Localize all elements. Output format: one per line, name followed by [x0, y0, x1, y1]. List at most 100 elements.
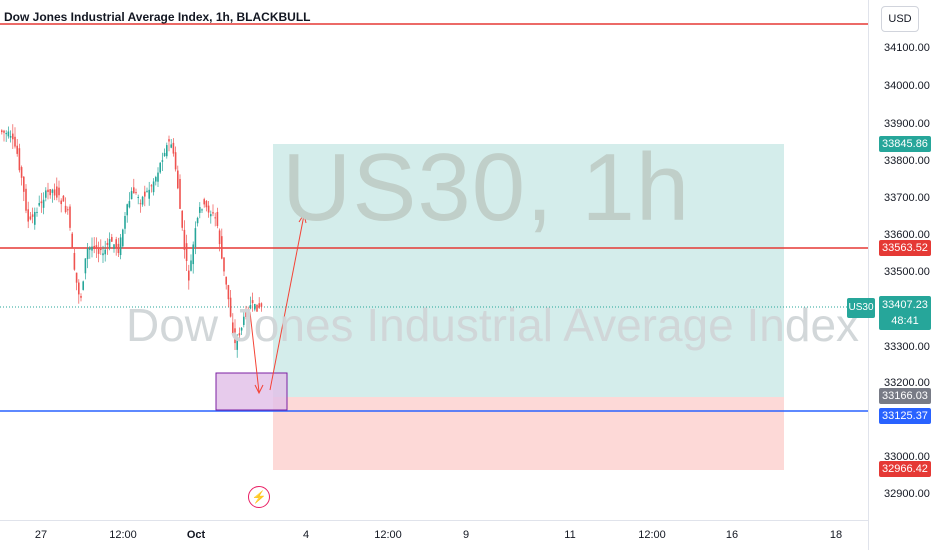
- candle-body: [243, 316, 245, 325]
- candle-body: [225, 276, 227, 285]
- price-chart[interactable]: [0, 0, 868, 520]
- currency-button[interactable]: USD: [881, 6, 919, 32]
- candle-body: [201, 209, 203, 211]
- candle-body: [179, 179, 181, 209]
- candle-body: [229, 297, 232, 317]
- candle-body: [42, 199, 45, 208]
- candle-body: [53, 189, 56, 196]
- candle-body: [258, 303, 260, 308]
- candle-body: [3, 130, 5, 133]
- watermark-symbol: US30, 1h: [282, 134, 691, 241]
- chart-pane[interactable]: US30, 1h Dow Jones Industrial Average In…: [0, 0, 868, 520]
- candle-body: [124, 216, 126, 229]
- candle-body: [9, 136, 12, 138]
- time-label: 12:00: [374, 529, 402, 541]
- price-tick: 34000.00: [884, 80, 930, 92]
- candle-body: [100, 249, 102, 251]
- candle-body: [172, 142, 175, 154]
- candle-body: [249, 305, 252, 309]
- candle-body: [56, 186, 58, 198]
- candle-body: [49, 189, 51, 196]
- chart-title: Dow Jones Industrial Average Index, 1h, …: [4, 10, 311, 24]
- candle-body: [82, 281, 84, 290]
- candle-body: [73, 252, 76, 270]
- candle-body: [168, 139, 170, 142]
- target-price-tag: 33845.86: [879, 136, 931, 152]
- demand-zone-box[interactable]: [215, 372, 288, 411]
- candle-body: [108, 239, 111, 249]
- candle-body: [185, 243, 188, 262]
- candle-body: [67, 209, 69, 211]
- candle-body: [150, 185, 153, 187]
- candle-body: [12, 133, 14, 140]
- candle-body: [188, 270, 190, 281]
- candle-body: [7, 131, 10, 137]
- candle-body: [23, 176, 25, 192]
- long-position-profit-zone[interactable]: [273, 144, 784, 397]
- price-tick: 32900.00: [884, 488, 930, 500]
- time-label: 16: [725, 529, 739, 541]
- candle-body: [78, 282, 80, 295]
- price-tick: 33900.00: [884, 118, 930, 130]
- candle-body: [51, 189, 54, 193]
- candle-body: [214, 217, 216, 219]
- candle-body: [95, 245, 98, 249]
- candle-body: [45, 190, 47, 198]
- bar-countdown: 48:41: [891, 315, 919, 327]
- candle-body: [89, 247, 91, 250]
- arrow-down-line[interactable]: [249, 311, 260, 393]
- candle-body: [119, 237, 122, 256]
- candle-body: [238, 333, 241, 336]
- candle-body: [135, 192, 137, 194]
- arrow-up-line[interactable]: [269, 214, 305, 391]
- candle-body: [170, 144, 172, 148]
- stop-price-tag: 32966.42: [879, 461, 931, 477]
- candle-body: [144, 191, 146, 197]
- price-tick: 33500.00: [884, 266, 930, 278]
- candle-body: [14, 136, 16, 147]
- candle-body: [190, 260, 192, 271]
- time-axis[interactable]: 27 12:00 Oct 4 12:00 9 11 12:00 16 18: [0, 520, 868, 551]
- time-label: 12:00: [109, 529, 137, 541]
- time-label: 4: [302, 529, 310, 541]
- resistance-price-tag: 33563.52: [879, 240, 931, 256]
- candle-body: [104, 249, 106, 255]
- arrow-up-head: [298, 212, 307, 224]
- candle-body: [183, 229, 186, 250]
- candle-body: [58, 187, 60, 196]
- candle-body: [117, 243, 120, 254]
- candle-body: [247, 308, 249, 310]
- candle-body: [221, 236, 223, 259]
- watermark-description: Dow Jones Industrial Average Index: [126, 299, 860, 351]
- long-position-loss-zone[interactable]: [273, 397, 784, 470]
- last-price-tag: 33407.23 48:41: [879, 296, 931, 330]
- candle-body: [166, 145, 168, 157]
- time-label: 12:00: [638, 529, 666, 541]
- candle-body: [20, 167, 23, 178]
- candle-body: [212, 212, 214, 214]
- candle-body: [111, 237, 113, 242]
- time-label: 11: [564, 529, 576, 541]
- candle-body: [97, 247, 100, 254]
- candle-body: [71, 233, 73, 249]
- candle-body: [199, 207, 201, 213]
- candle-body: [84, 258, 87, 274]
- candle-body: [62, 195, 65, 202]
- candle-body: [216, 211, 219, 226]
- candle-body: [1, 130, 3, 133]
- candle-body: [34, 211, 36, 225]
- candle-body: [240, 327, 243, 331]
- candle-body: [177, 170, 179, 189]
- candle-body: [126, 204, 128, 216]
- price-axis[interactable]: USD 34100.00 34000.00 33900.00 33800.00 …: [847, 0, 932, 550]
- candle-body: [203, 199, 205, 205]
- candle-body: [174, 152, 177, 170]
- lightning-icon[interactable]: ⚡: [248, 486, 270, 508]
- candle-body: [25, 188, 27, 211]
- candle-body: [260, 303, 263, 307]
- candle-body: [40, 201, 43, 204]
- time-label: Oct: [186, 529, 206, 541]
- candle-body: [196, 217, 199, 224]
- candle-body: [86, 248, 89, 260]
- candle-body: [181, 210, 183, 228]
